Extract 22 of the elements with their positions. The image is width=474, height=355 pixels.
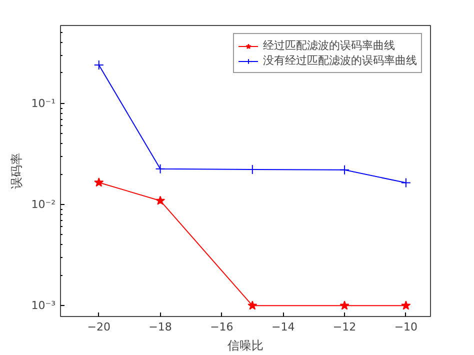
- x-tick-label: −16: [210, 320, 234, 334]
- x-tick-label: −10: [394, 320, 418, 334]
- x-tick-label: −14: [272, 320, 295, 334]
- point: [400, 178, 411, 188]
- point: [248, 300, 258, 310]
- point: [94, 60, 104, 70]
- point: [340, 164, 350, 175]
- y-tick-label: 10⁻¹: [31, 96, 56, 110]
- y-tick-label: 10⁻³: [31, 299, 56, 312]
- point: [401, 300, 411, 310]
- y-tick-label: 10⁻²: [31, 198, 56, 212]
- point: [94, 178, 104, 187]
- y-axis-title: 误码率: [9, 153, 24, 189]
- point: [156, 196, 166, 205]
- legend-label: 经过匹配滤波的误码率曲线: [263, 38, 395, 53]
- x-tick-label: −12: [332, 320, 356, 334]
- x-axis-title: 信噪比: [228, 338, 264, 352]
- point: [340, 300, 350, 310]
- x-tick-label: −18: [148, 320, 172, 334]
- point: [155, 164, 166, 174]
- legend-label: 没有经过匹配滤波的误码率曲线: [263, 53, 417, 68]
- x-tick-label: −20: [87, 320, 110, 334]
